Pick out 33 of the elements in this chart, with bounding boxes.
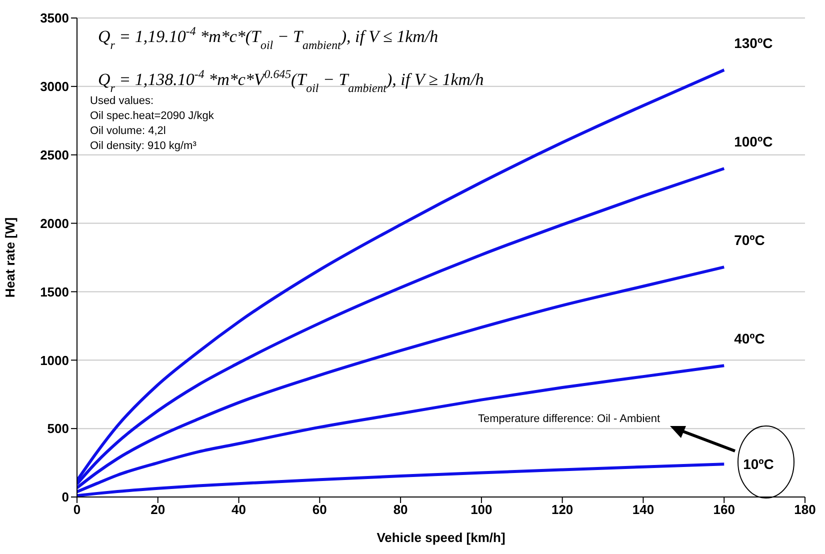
series-label: 10ºC — [743, 456, 774, 472]
y-tick-label: 1000 — [40, 352, 69, 368]
x-tick-label: 120 — [551, 502, 574, 518]
y-tick-label: 1500 — [40, 284, 69, 300]
series-label: 100ºC — [734, 134, 773, 150]
y-tick-label: 2500 — [40, 147, 69, 162]
x-tick-label: 80 — [393, 502, 408, 518]
x-tick-label: 60 — [312, 502, 327, 518]
text: Q$_{r}$ = 1,19.10$^{-4}$ *m*c*(T$_{oil}$ − T$_{ambient}$), if V ≤ 1km/h — [98, 24, 438, 52]
annotation: Oil volume: 4,2l — [90, 125, 166, 137]
x-tick-label: 180 — [794, 502, 816, 518]
series-label: 70ºC — [734, 232, 765, 248]
y-axis-title: Heat rate [W] — [2, 217, 18, 298]
x-tick-label: 100 — [470, 502, 492, 518]
annotation: Temperature difference: Oil - Ambient — [478, 413, 660, 425]
annotation: Used values: — [90, 95, 154, 107]
line-series — [77, 68, 726, 482]
annotation: Oil spec.heat=2090 J/kgk — [90, 110, 214, 122]
text: Q$_{r}$ = 1,138.10$^{-4}$ *m*c*V$^{0.645}$(T$_{oil}$ − T$_{ambient}$), if V ≥ 1km/h — [98, 67, 484, 95]
annotation: Oil density: 910 kg/m³ — [90, 140, 197, 152]
x-axis-title: Vehicle speed [km/h] — [376, 530, 506, 545]
x-tick-label: 140 — [632, 502, 654, 518]
x-tick-label: 0 — [73, 502, 81, 518]
series-label: 130ºC — [734, 35, 773, 52]
y-tick-label: 0 — [62, 490, 69, 505]
x-tick-label: 40 — [232, 502, 246, 518]
x-tick-label: 160 — [713, 502, 735, 518]
x-tick-label: 20 — [150, 502, 166, 518]
y-tick-label: 2000 — [40, 216, 69, 231]
series-label: 40ºC — [734, 330, 765, 347]
y-tick-label: 3000 — [40, 79, 69, 94]
y-tick-label: 3500 — [40, 10, 69, 26]
y-tick-label: 500 — [47, 421, 69, 436]
